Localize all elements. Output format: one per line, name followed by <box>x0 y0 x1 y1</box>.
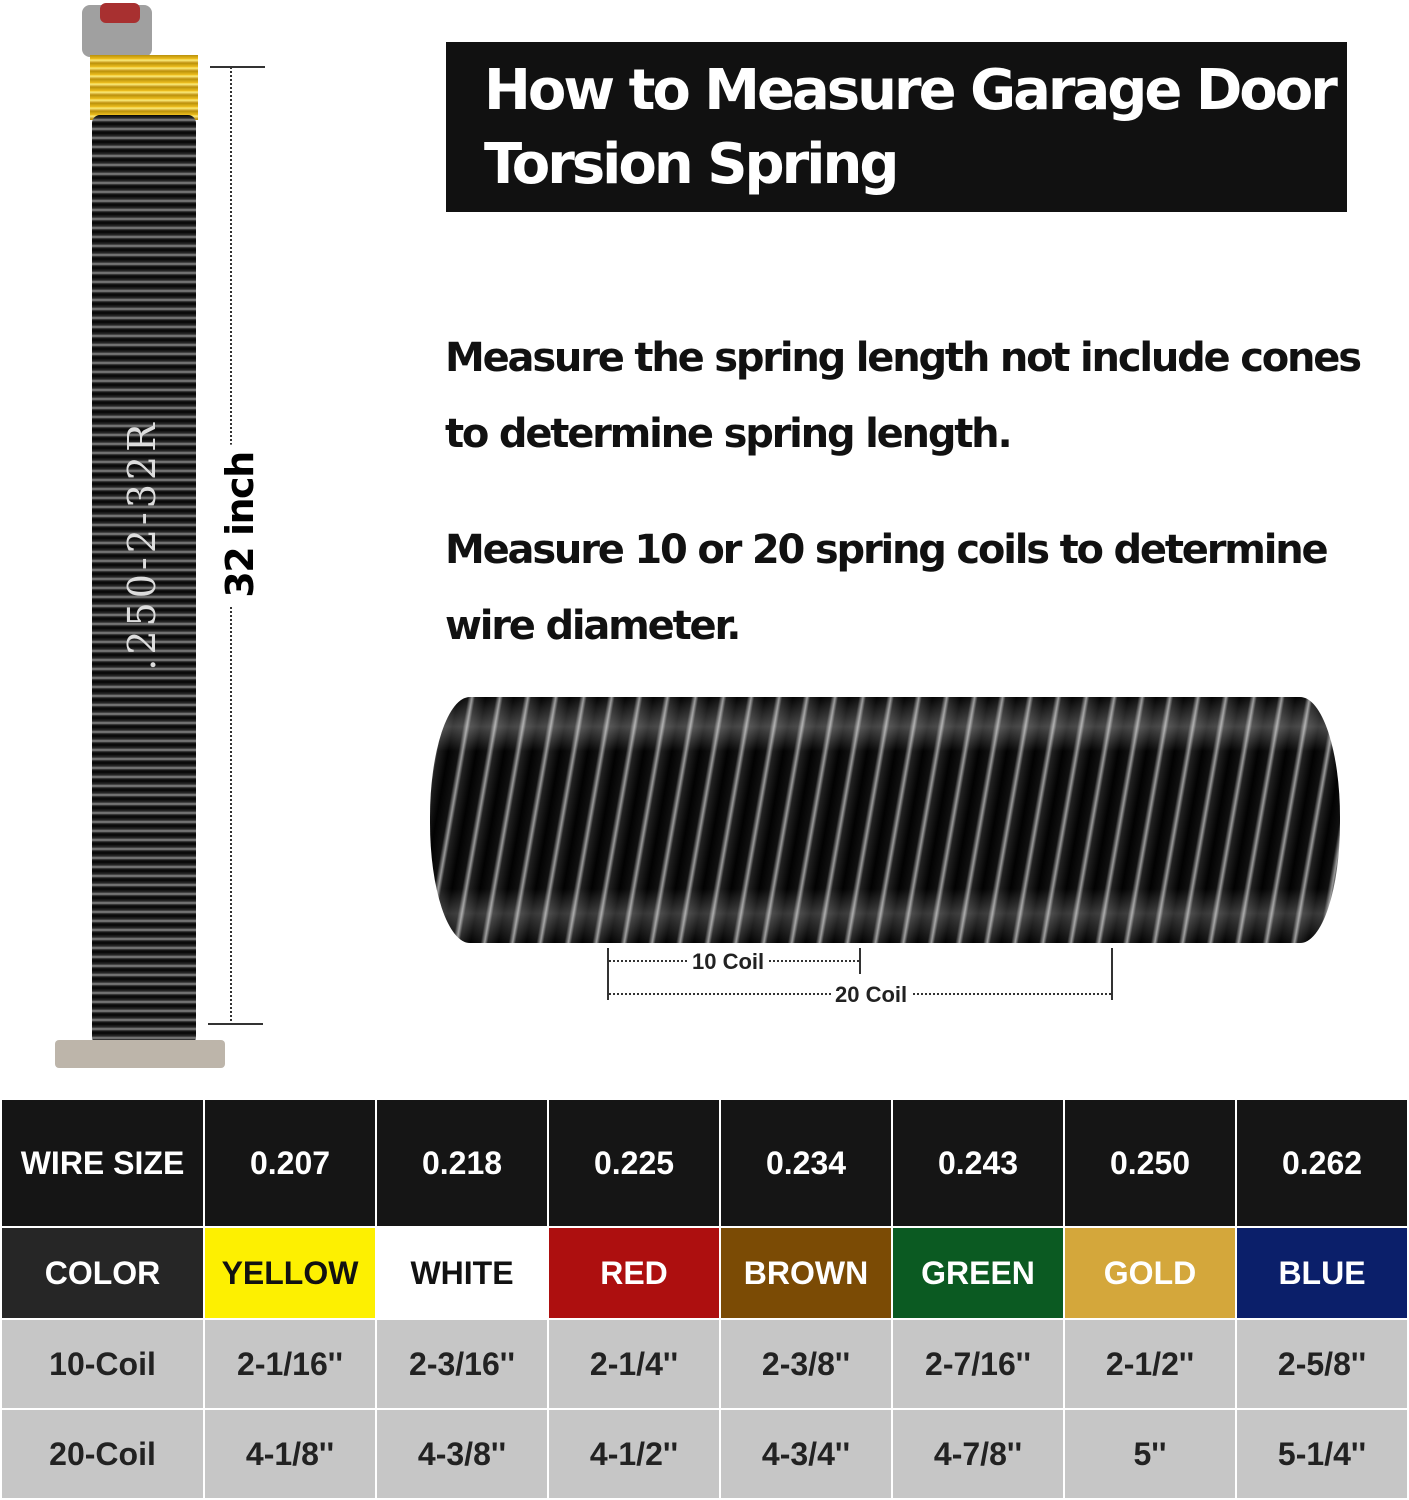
coil-cell: 5-1/4'' <box>1235 1408 1409 1500</box>
title-banner: How to Measure Garage Door Torsion Sprin… <box>446 42 1347 212</box>
color-cell: GOLD <box>1063 1226 1237 1320</box>
color-cell: BROWN <box>719 1226 893 1320</box>
wire-size-cell: 0.250 <box>1063 1098 1237 1228</box>
dimension-tick-bottom <box>208 1023 263 1025</box>
instruction-text: Measure the spring length not include co… <box>445 335 1362 381</box>
instruction-text: to determine spring length. <box>445 411 1013 457</box>
color-row: COLOR YELLOW WHITE RED BROWN GREEN GOLD … <box>0 1226 1409 1320</box>
coil-cell: 4-1/2'' <box>547 1408 721 1500</box>
color-cell: RED <box>547 1226 721 1320</box>
coil-cell: 2-5/8'' <box>1235 1318 1409 1410</box>
wire-size-cell: 0.234 <box>719 1098 893 1228</box>
row-header: WIRE SIZE <box>0 1098 205 1228</box>
wire-size-cell: 0.262 <box>1235 1098 1409 1228</box>
instruction-wire: Measure 10 or 20 spring coils to determi… <box>445 512 1385 664</box>
coil-cell: 4-3/4'' <box>719 1408 893 1500</box>
bracket-10-end <box>859 948 861 974</box>
coil-cell: 2-3/8'' <box>719 1318 893 1410</box>
horizontal-spring-closeup <box>430 697 1340 943</box>
wire-size-cell: 0.225 <box>547 1098 721 1228</box>
spring-stamp-label: .250-2-32R <box>120 419 164 671</box>
coil-cell: 2-1/2'' <box>1063 1318 1237 1410</box>
instruction-text: wire diameter. <box>445 603 741 649</box>
color-cell: WHITE <box>375 1226 549 1320</box>
spring-size-table: WIRE SIZE 0.207 0.218 0.225 0.234 0.243 … <box>0 1098 1409 1500</box>
dimension-tick-top <box>210 66 265 68</box>
bracket-20-end <box>1111 948 1113 1000</box>
coil-cell: 4-3/8'' <box>375 1408 549 1500</box>
row-header: 10-Coil <box>0 1318 205 1410</box>
winding-cone-set-screw <box>100 3 140 23</box>
bracket-start <box>607 948 609 1000</box>
instruction-length: Measure the spring length not include co… <box>445 320 1385 472</box>
color-cell: BLUE <box>1235 1226 1409 1320</box>
title-line-2: Torsion Spring <box>484 132 899 197</box>
wire-size-cell: 0.207 <box>203 1098 377 1228</box>
row-header: 20-Coil <box>0 1408 205 1500</box>
color-cell: YELLOW <box>203 1226 377 1320</box>
spring-color-code-band <box>90 55 198 120</box>
coil-cell: 4-7/8'' <box>891 1408 1065 1500</box>
coil-cell: 5'' <box>1063 1408 1237 1500</box>
instruction-text: Measure 10 or 20 spring coils to determi… <box>445 527 1329 573</box>
wire-size-cell: 0.243 <box>891 1098 1065 1228</box>
coil-cell: 2-1/4'' <box>547 1318 721 1410</box>
vertical-torsion-spring <box>92 115 196 1045</box>
twenty-coil-label: 20 Coil <box>831 982 912 1008</box>
ten-coil-row: 10-Coil 2-1/16'' 2-3/16'' 2-1/4'' 2-3/8'… <box>0 1318 1409 1410</box>
twenty-coil-row: 20-Coil 4-1/8'' 4-3/8'' 4-1/2'' 4-3/4'' … <box>0 1408 1409 1500</box>
coil-cell: 4-1/8'' <box>203 1408 377 1500</box>
coil-cell: 2-7/16'' <box>891 1318 1065 1410</box>
coil-cell: 2-3/16'' <box>375 1318 549 1410</box>
wire-size-row: WIRE SIZE 0.207 0.218 0.225 0.234 0.243 … <box>0 1098 1409 1228</box>
coil-cell: 2-1/16'' <box>203 1318 377 1410</box>
spring-base-plate <box>55 1040 225 1068</box>
color-cell: GREEN <box>891 1226 1065 1320</box>
row-header: COLOR <box>0 1226 205 1320</box>
wire-size-cell: 0.218 <box>375 1098 549 1228</box>
title-line-1: How to Measure Garage Door <box>484 58 1338 123</box>
ten-coil-label: 10 Coil <box>688 949 769 975</box>
length-label: 32 inch <box>218 444 262 606</box>
